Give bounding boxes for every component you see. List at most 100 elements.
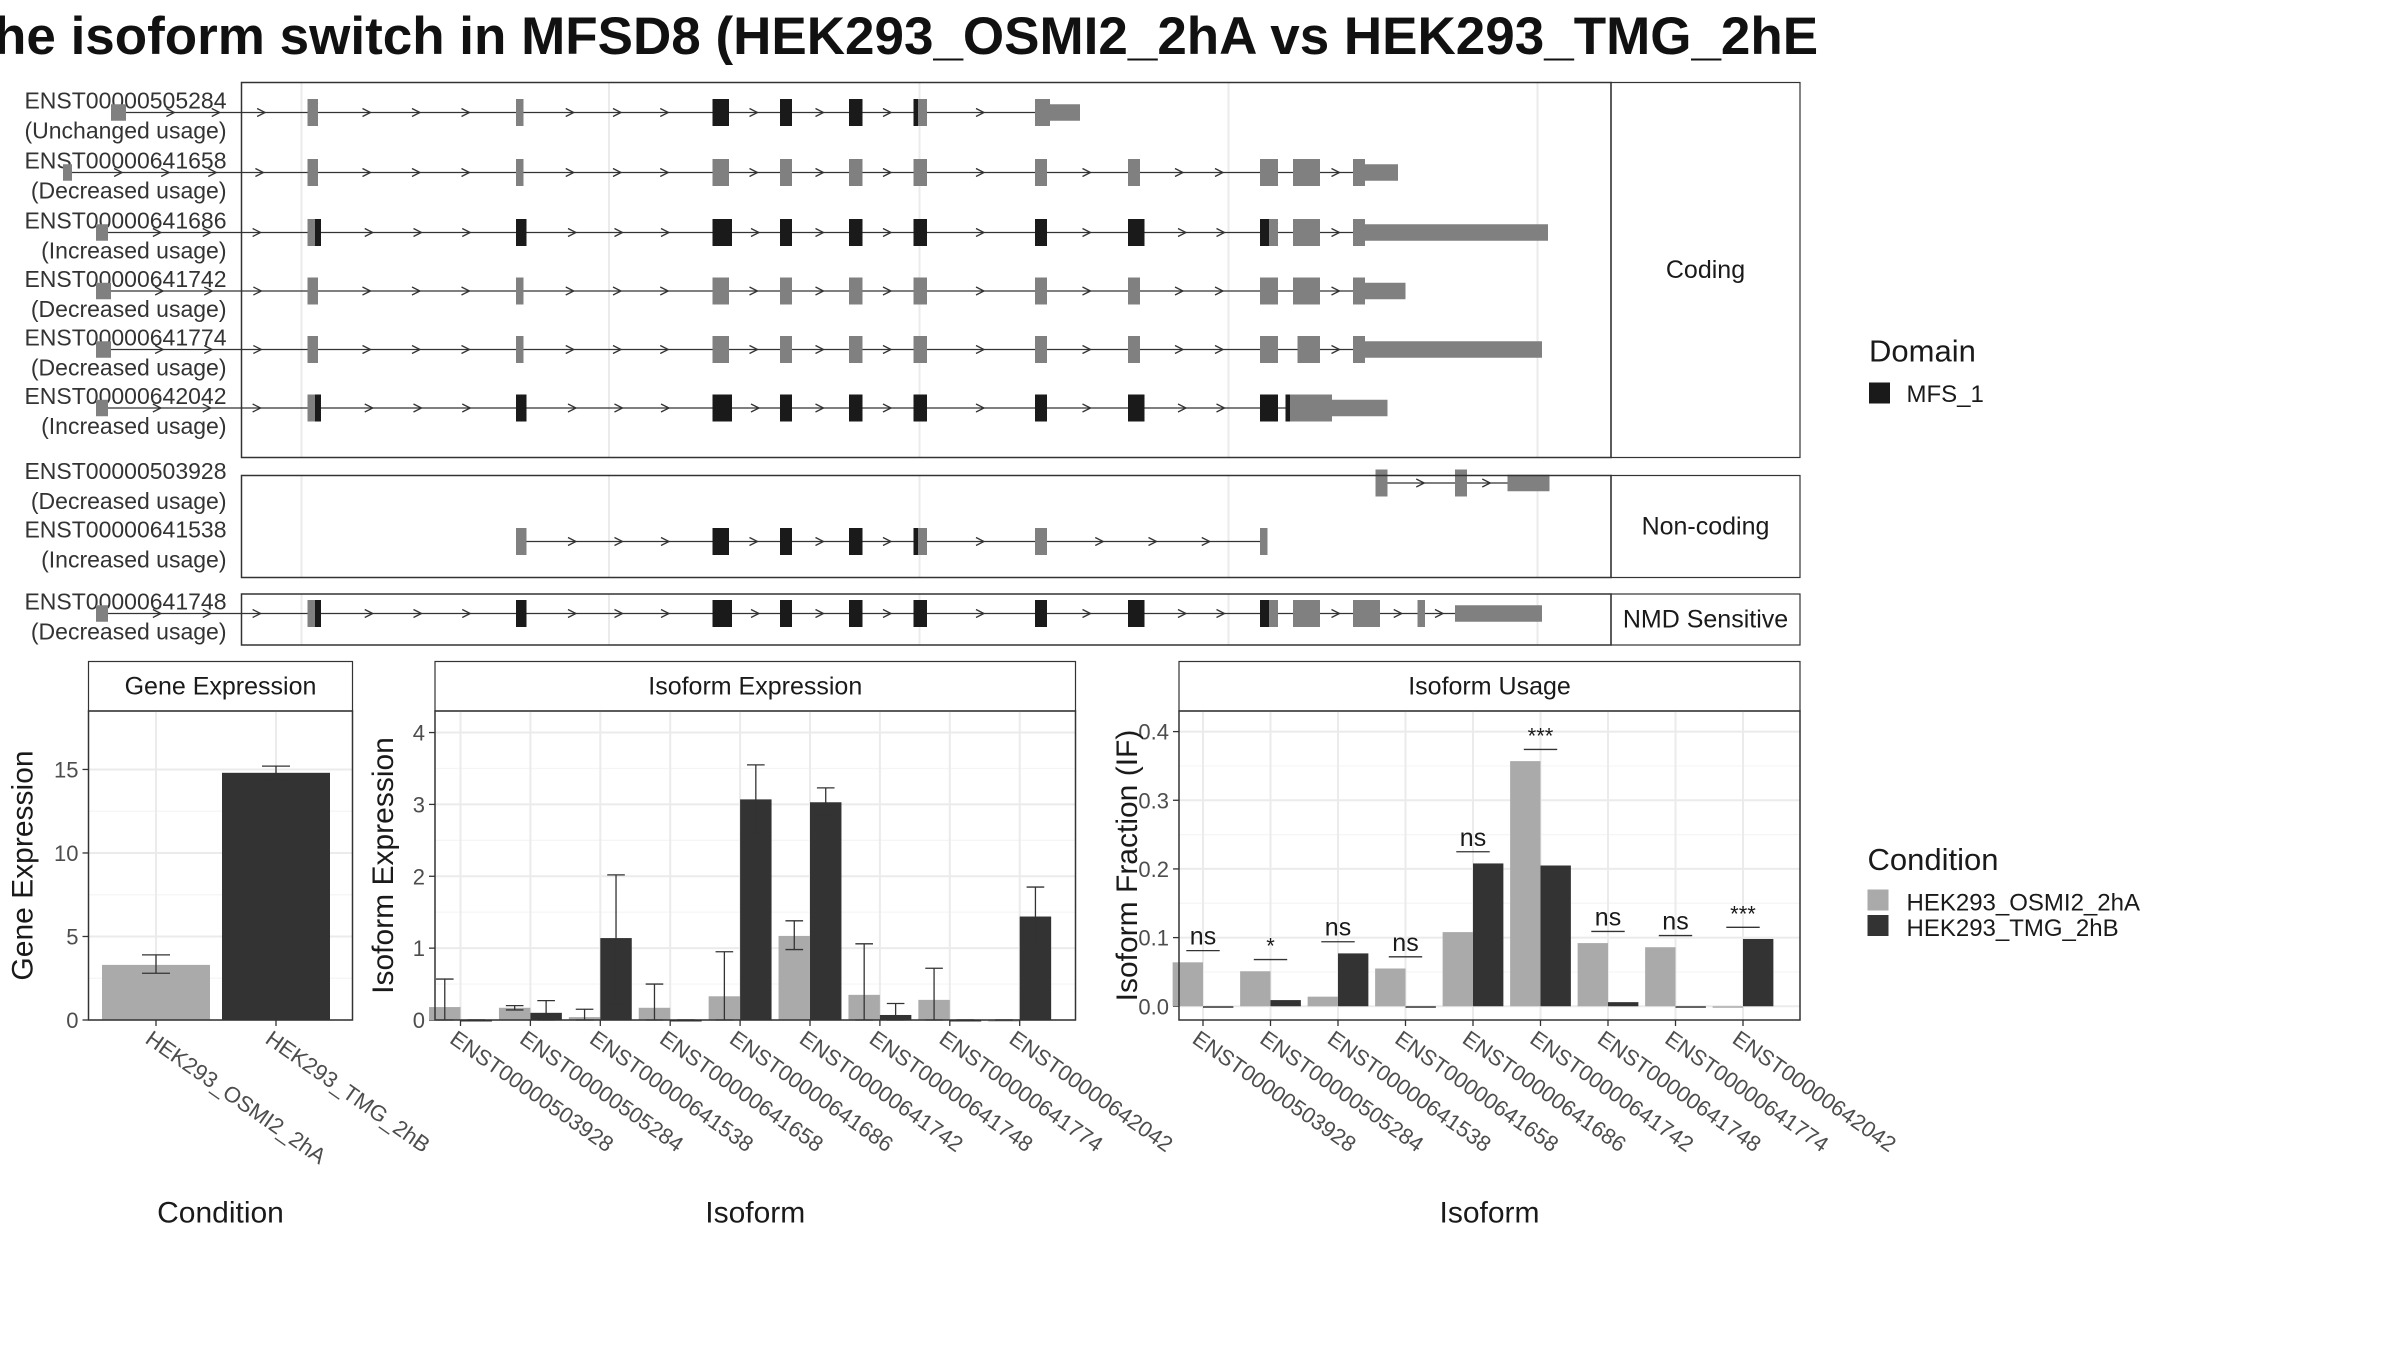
- y-axis-title: Isoform Fraction (IF): [1111, 730, 1144, 1002]
- direction-arrow: [413, 608, 423, 619]
- direction-arrow: [614, 227, 624, 238]
- direction-arrow: [882, 107, 893, 118]
- direction-arrow: [815, 227, 825, 238]
- direction-arrow: [252, 227, 263, 238]
- direction-arrow: [1094, 536, 1105, 547]
- domain-exon: [1260, 600, 1269, 627]
- exon: [111, 104, 126, 121]
- domain-exon: [1128, 219, 1145, 246]
- exon: [1293, 159, 1320, 186]
- y-axis-title: Gene Expression: [7, 750, 40, 980]
- y-tick-label: 5: [66, 924, 78, 949]
- exon: [516, 336, 524, 363]
- exon: [1365, 600, 1380, 627]
- domain-exon: [315, 219, 321, 246]
- direction-arrow: [567, 536, 578, 547]
- domain-exon: [712, 600, 732, 627]
- bar: [1577, 943, 1608, 1007]
- direction-arrow: [1331, 286, 1341, 296]
- exon: [1260, 159, 1278, 186]
- domain-exon: [913, 600, 927, 627]
- exon: [1035, 159, 1047, 186]
- domain-exon: [780, 600, 792, 627]
- exon: [1455, 469, 1467, 497]
- condition-legend-label: HEK293_TMG_2hB: [1907, 915, 2119, 942]
- exon: [1353, 600, 1365, 627]
- direction-arrow: [882, 227, 893, 238]
- significance-label: ns: [1190, 923, 1216, 951]
- chart-border: [434, 710, 1077, 1021]
- x-axis-title: Condition: [157, 1197, 284, 1230]
- domain-exon: [516, 600, 527, 627]
- direction-arrow: [1201, 536, 1212, 547]
- direction-arrow: [253, 344, 263, 355]
- significance-label: ns: [1595, 903, 1621, 931]
- exon: [1293, 219, 1320, 246]
- bar: [1172, 962, 1203, 1007]
- direction-arrow: [567, 608, 578, 619]
- domain-exon: [1035, 394, 1047, 422]
- significance-label: ***: [1730, 901, 1756, 926]
- direction-arrow: [749, 286, 759, 296]
- domain-exon: [712, 99, 729, 126]
- exon: [1269, 600, 1278, 627]
- transcript-usage: (Decreased usage): [31, 296, 227, 322]
- transcript-row: ENST00000505284(Unchanged usage): [24, 88, 1080, 144]
- direction-arrow: [1331, 608, 1341, 619]
- direction-arrow: [1214, 286, 1225, 296]
- direction-arrow: [815, 403, 825, 413]
- exon: [307, 159, 318, 186]
- exon: [1035, 336, 1047, 363]
- domain-exon: [1128, 394, 1145, 422]
- direction-arrow: [1177, 403, 1188, 413]
- exon: [918, 99, 927, 126]
- exon: [712, 159, 729, 186]
- exon: [1375, 469, 1388, 497]
- domain-exon: [315, 394, 321, 422]
- chart-border: [87, 710, 354, 1021]
- domain-exon: [712, 219, 732, 246]
- y-axis-title: Isoform Expression: [367, 737, 400, 994]
- bar: [1405, 1006, 1436, 1008]
- direction-arrow: [154, 286, 165, 296]
- exon: [1293, 600, 1320, 627]
- direction-arrow: [882, 403, 893, 413]
- transcript-usage: (Increased usage): [41, 238, 226, 264]
- direction-arrow: [411, 107, 422, 118]
- domain-exon: [712, 528, 729, 555]
- bar: [102, 964, 210, 1020]
- direction-arrow: [815, 608, 825, 619]
- y-tick-label: 2: [413, 864, 425, 889]
- direction-arrow: [411, 286, 422, 296]
- direction-arrow: [565, 286, 576, 296]
- exon: [307, 219, 315, 246]
- exon: [1260, 277, 1278, 305]
- direction-arrow: [612, 167, 623, 178]
- transcript-row: ENST00000641658 (Decreased usage): [24, 148, 1398, 204]
- direction-arrow: [362, 107, 372, 118]
- direction-arrow: [659, 344, 670, 355]
- direction-arrow: [1174, 344, 1185, 355]
- direction-arrow: [612, 286, 623, 296]
- direction-arrow: [166, 107, 176, 118]
- direction-arrow: [255, 167, 265, 178]
- direction-arrow: [975, 107, 986, 118]
- chart-strip: [434, 660, 1077, 712]
- transcript-usage: (Decreased usage): [31, 355, 227, 381]
- direction-arrow: [749, 107, 759, 118]
- facet-border: [240, 81, 1612, 459]
- y-tick-label: 0.1: [1138, 926, 1169, 951]
- domain-exon: [913, 528, 918, 555]
- direction-arrow: [882, 536, 893, 547]
- domain-exon: [849, 600, 863, 627]
- transcript-id: ENST00000641774: [24, 325, 226, 351]
- chart-panel: Isoform Expression01234ENST00000503928EN…: [367, 660, 1177, 1230]
- facet-strip: [1610, 474, 1801, 579]
- domain-exon: [1285, 394, 1290, 422]
- direction-arrow: [461, 344, 471, 355]
- direction-arrow: [461, 107, 471, 118]
- bar: [1540, 865, 1571, 1007]
- direction-arrow: [1481, 478, 1492, 488]
- exon: [1260, 336, 1278, 363]
